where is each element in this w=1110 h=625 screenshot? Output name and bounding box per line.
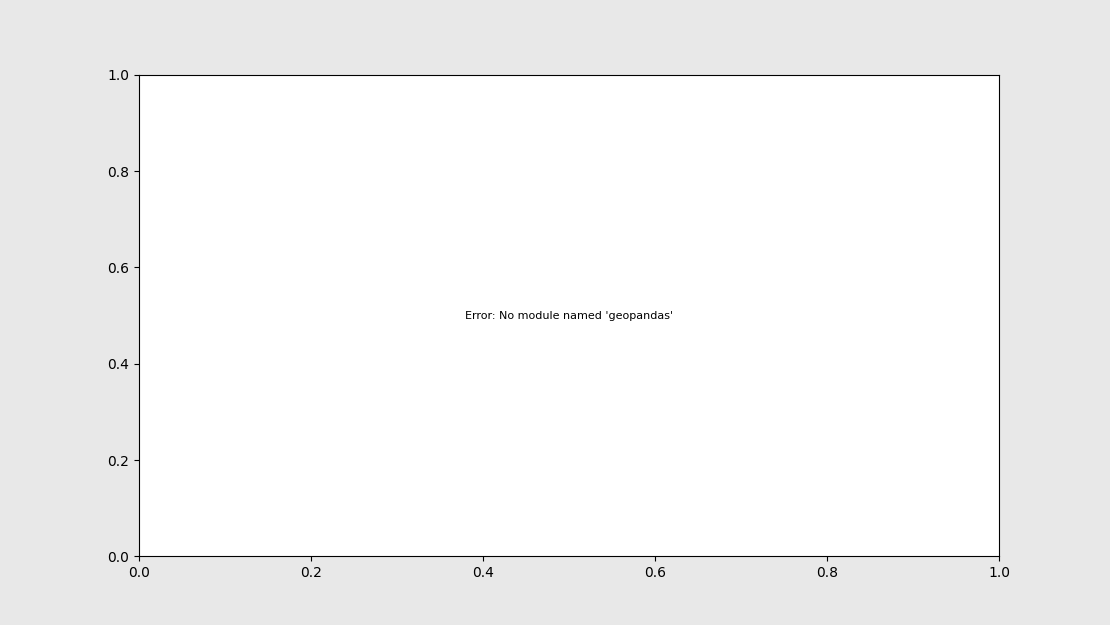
Text: Error: No module named 'geopandas': Error: No module named 'geopandas' <box>465 311 673 321</box>
